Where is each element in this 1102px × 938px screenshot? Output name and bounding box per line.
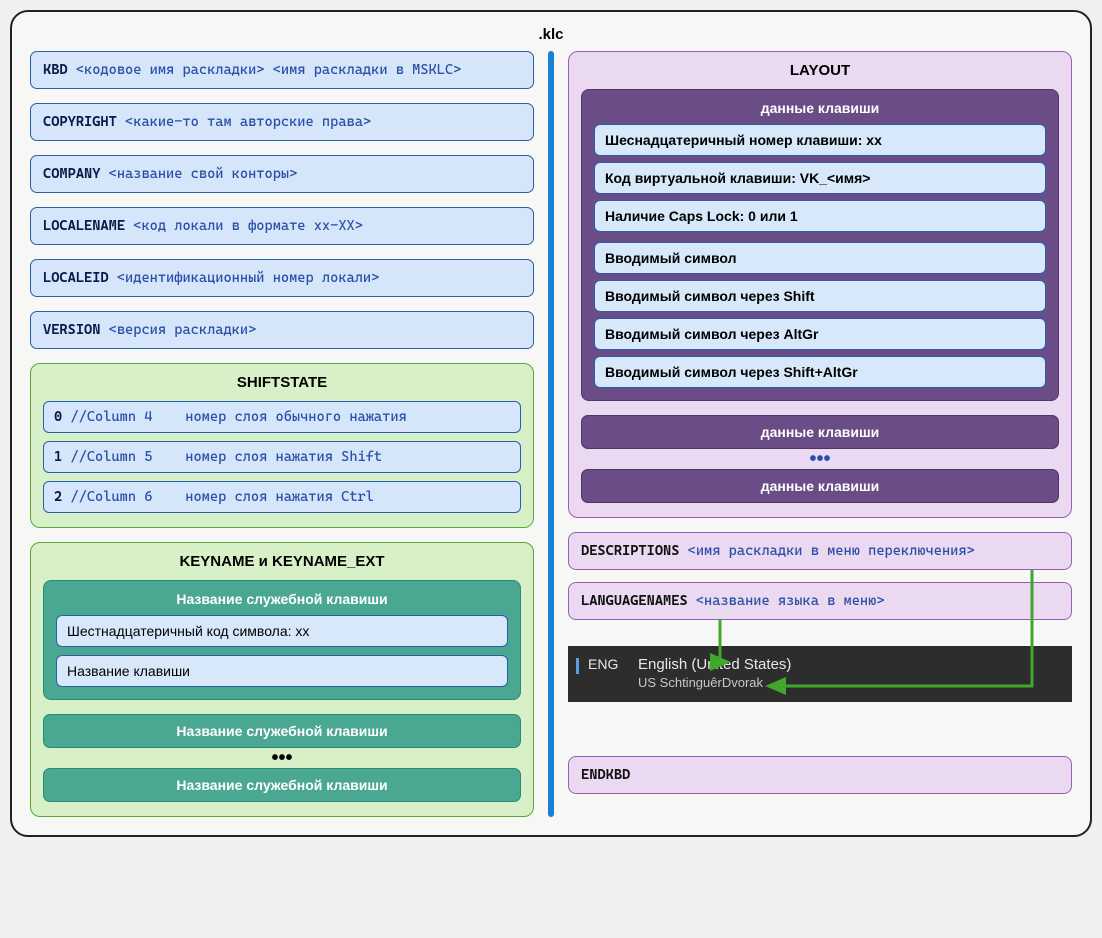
dots: ••• xyxy=(43,748,521,768)
descriptions-box: DESCRIPTIONS <имя раскладки в меню перек… xyxy=(568,532,1072,570)
keydata-row: Вводимый символ через AltGr xyxy=(594,318,1046,350)
header-row: LOCALEID <идентификационный номер локали… xyxy=(30,259,534,297)
lang-switcher-preview: ENG English (United States) US Schtinguê… xyxy=(568,646,1072,702)
layout-title: LAYOUT xyxy=(581,62,1059,79)
columns: KBD <кодовое имя раскладки> <имя расклад… xyxy=(30,51,1072,817)
kw: DESCRIPTIONS xyxy=(581,543,679,559)
keydata-box: данные клавиши Шеснадцатеричный номер кл… xyxy=(581,89,1059,401)
keyname-inner: Название служебной клавиши Шестнадцатери… xyxy=(43,580,521,700)
keydata-row: Шеснадцатеричный номер клавиши: xx xyxy=(594,124,1046,156)
file-title: .klc xyxy=(30,26,1072,43)
keyname-title: KEYNAME и KEYNAME_EXT xyxy=(43,553,521,570)
header-row: COPYRIGHT <какие-то там авторские права> xyxy=(30,103,534,141)
shiftstate-row: 1 //Column 5 номер слоя нажатия Shift xyxy=(43,441,521,473)
header-row: VERSION <версия раскладки> xyxy=(30,311,534,349)
header-row: KBD <кодовое имя раскладки> <имя расклад… xyxy=(30,51,534,89)
keyname-row: Название клавиши xyxy=(56,655,508,687)
dots: ••• xyxy=(581,449,1059,469)
keydata-row: Вводимый символ xyxy=(594,242,1046,274)
keydata-row: Вводимый символ через Shift xyxy=(594,280,1046,312)
shiftstate-row: 0 //Column 4 номер слоя обычного нажатия xyxy=(43,401,521,433)
klc-container: .klc KBD <кодовое имя раскладки> <имя ра… xyxy=(10,10,1092,837)
lang-code: ENG xyxy=(588,656,618,672)
keydata-rows-b: Вводимый символ Вводимый символ через Shi… xyxy=(594,242,1046,388)
kw: ENDKBD xyxy=(581,767,630,783)
placeholder: <имя раскладки в меню переключения> xyxy=(688,543,975,559)
header-row: LOCALENAME <код локали в формате xx-XX> xyxy=(30,207,534,245)
accent-bar xyxy=(576,658,579,674)
header-rows: KBD <кодовое имя раскладки> <имя расклад… xyxy=(30,51,534,349)
keydata-row: Наличие Caps Lock: 0 или 1 xyxy=(594,200,1046,232)
right-column: LAYOUT данные клавиши Шеснадцатеричный н… xyxy=(554,51,1072,817)
left-column: KBD <кодовое имя раскладки> <имя расклад… xyxy=(30,51,548,817)
keyname-box: KEYNAME и KEYNAME_EXT Название служебной… xyxy=(30,542,534,817)
keyname-bar: Название служебной клавиши xyxy=(43,714,521,748)
shiftstate-rows: 0 //Column 4 номер слоя обычного нажатия… xyxy=(43,401,521,513)
placeholder: <название языка в меню> xyxy=(696,593,885,609)
lang-name: English (United States) xyxy=(638,656,1058,673)
keydata-title: данные клавиши xyxy=(594,100,1046,116)
shiftstate-row: 2 //Column 6 номер слоя нажатия Ctrl xyxy=(43,481,521,513)
endkbd-box: ENDKBD xyxy=(568,756,1072,794)
right-stack: DESCRIPTIONS <имя раскладки в меню перек… xyxy=(568,532,1072,702)
keyname-bar: Название служебной клавиши xyxy=(43,768,521,802)
keyname-inner-title: Название служебной клавиши xyxy=(56,591,508,607)
keydata-bar: данные клавиши xyxy=(581,469,1059,503)
header-row: COMPANY <название свой конторы> xyxy=(30,155,534,193)
shiftstate-box: SHIFTSTATE 0 //Column 4 номер слоя обычн… xyxy=(30,363,534,528)
kw: LANGUAGENAMES xyxy=(581,593,688,609)
keydata-row: Код виртуальной клавиши: VK_<имя> xyxy=(594,162,1046,194)
keydata-bar: данные клавиши xyxy=(581,415,1059,449)
keyname-row: Шестнадцатеричный код символа: xx xyxy=(56,615,508,647)
layout-name: US SchtinguêrDvorak xyxy=(638,675,1058,690)
languagenames-box: LANGUAGENAMES <название языка в меню> xyxy=(568,582,1072,620)
shiftstate-title: SHIFTSTATE xyxy=(43,374,521,391)
keydata-row: Вводимый символ через Shift+AltGr xyxy=(594,356,1046,388)
keydata-rows-a: Шеснадцатеричный номер клавиши: xx Код ви… xyxy=(594,124,1046,232)
layout-box: LAYOUT данные клавиши Шеснадцатеричный н… xyxy=(568,51,1072,518)
